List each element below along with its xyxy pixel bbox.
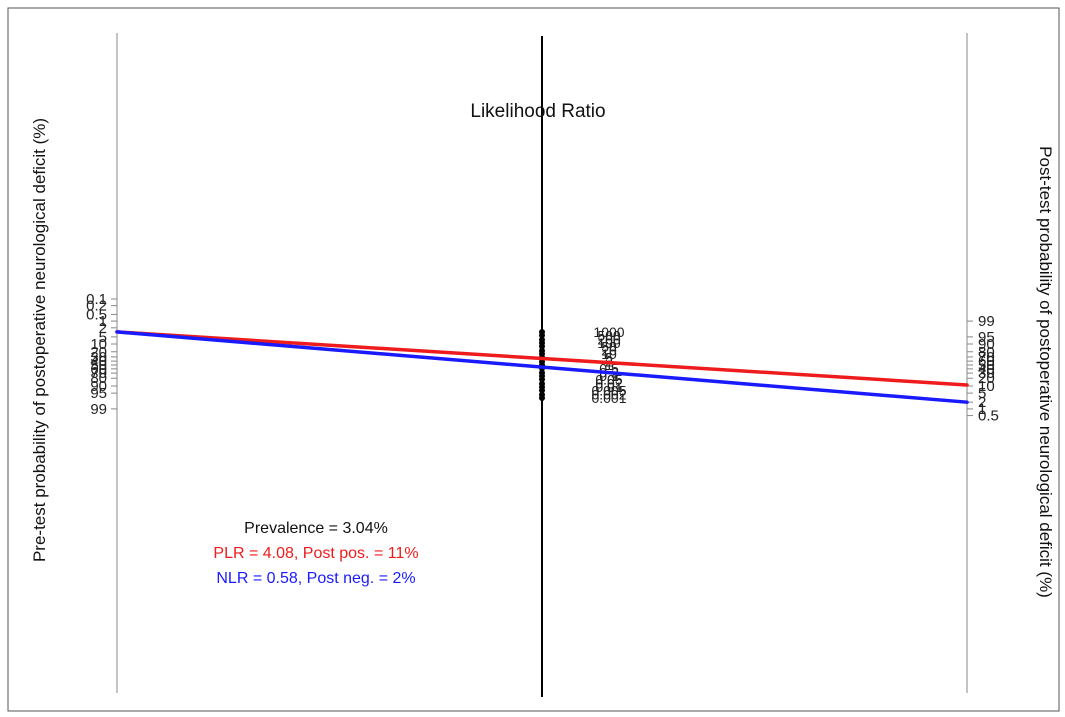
lr-tick-dot — [539, 376, 545, 383]
right-tick-label: 80 — [978, 344, 995, 361]
right-tick-label: 0.5 — [978, 408, 999, 425]
left-tick-label: 1 — [99, 313, 107, 330]
lr-tick-dot — [539, 343, 545, 350]
right-tick-label: 90 — [978, 336, 995, 353]
lr-tick-label: 0.05 — [595, 371, 622, 387]
right-tick-label: 70 — [978, 349, 995, 366]
annotation-plr: PLR = 4.08, Post pos. = 11% — [213, 545, 418, 562]
annotation-prevalence: Prevalence = 3.04% — [244, 520, 388, 537]
left-tick-label: 0.1 — [86, 291, 107, 308]
left-axis-title: Pre-test probability of postoperative ne… — [30, 118, 49, 562]
right-tick-label: 95 — [978, 329, 995, 346]
left-tick-label: 99 — [90, 401, 107, 418]
right-tick-label: 60 — [978, 353, 995, 370]
lr-tick-label: 0.002 — [591, 387, 626, 403]
left-tick-label: 40 — [90, 353, 107, 370]
left-tick-label: 60 — [90, 361, 107, 378]
right-tick-label: 20 — [978, 370, 995, 387]
left-tick-label: 50 — [90, 357, 107, 374]
lr-tick-dot — [539, 332, 545, 339]
likelihood-ratio-ticks: 10005002001005020105210.50.20.10.050.020… — [539, 324, 627, 406]
lr-tick-label: 20 — [601, 343, 617, 359]
lr-tick-label: 10 — [601, 346, 617, 362]
lr-tick-label: 0.005 — [591, 382, 626, 398]
lr-tick-label: 0.02 — [595, 376, 622, 392]
left-tick-label: 0.5 — [86, 306, 107, 323]
lr-tick-label: 1 — [605, 357, 613, 373]
annotation-nlr: NLR = 0.58, Post neg. = 2% — [216, 570, 415, 587]
plr-series-line — [115, 330, 969, 387]
center-axis-title: Likelihood Ratio — [470, 101, 605, 122]
left-tick-label: 30 — [90, 349, 107, 366]
right-tick-label: 30 — [978, 365, 995, 382]
left-tick-label: 80 — [90, 370, 107, 387]
right-tick-label: 10 — [978, 378, 995, 395]
left-tick-label: 20 — [90, 344, 107, 361]
lr-tick-label: 0.001 — [591, 390, 626, 406]
right-tick-label: 50 — [978, 357, 995, 374]
left-tick-label: 70 — [90, 365, 107, 382]
left-tick-label: 10 — [90, 336, 107, 353]
right-tick-label: 40 — [978, 361, 995, 378]
right-tick-label: 5 — [978, 385, 986, 402]
nlr-series-line — [115, 330, 969, 404]
lr-tick-label: 200 — [597, 332, 621, 348]
lr-tick-label: 100 — [597, 335, 621, 351]
left-tick-label: 5 — [99, 329, 107, 346]
lr-tick-label: 1000 — [593, 324, 624, 340]
lr-tick-label: 50 — [601, 338, 617, 354]
lr-tick-label: 5 — [605, 349, 613, 365]
lr-tick-dot — [539, 395, 545, 401]
series-lines — [115, 330, 969, 404]
outer-frame — [7, 7, 1060, 712]
lr-tick-dot — [539, 387, 545, 394]
lr-tick-label: 0.01 — [595, 379, 622, 395]
lr-tick-label: 500 — [597, 327, 621, 343]
right-tick-label: 99 — [978, 313, 995, 330]
left-tick-label: 2 — [99, 320, 107, 337]
left-tick-label: 0.2 — [86, 298, 107, 315]
left-tick-label: 95 — [90, 385, 107, 402]
right-tick-label: 1 — [978, 401, 986, 418]
right-axis-title: Post-test probability of postoperative n… — [1036, 146, 1055, 598]
right-tick-label: 2 — [978, 394, 986, 411]
left-tick-label: 90 — [90, 378, 107, 395]
